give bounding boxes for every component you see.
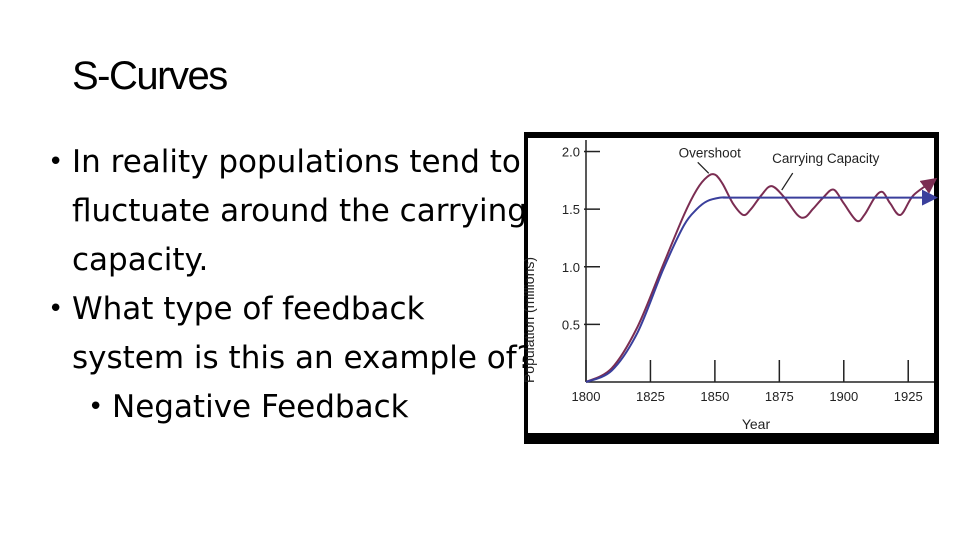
bullet-item: • What type of feedback system is this a… — [44, 285, 544, 383]
bullet-list: • In reality populations tend to fluctua… — [44, 138, 544, 432]
y-tick-label: 1.0 — [562, 260, 580, 275]
chart-background — [528, 138, 934, 433]
x-tick-label: 1825 — [636, 389, 665, 404]
bullet-dot-icon: • — [48, 294, 64, 324]
carrying-capacity-series-line — [585, 189, 938, 383]
bullet-dot-icon: • — [88, 392, 104, 422]
bullet-text: What type of feedback system is this an … — [72, 291, 534, 376]
bullet-item: • In reality populations tend to fluctua… — [44, 138, 544, 285]
annotation-leader-line — [781, 172, 794, 191]
annotation-label: Carrying Capacity — [772, 151, 880, 166]
x-tick-label: 1800 — [572, 389, 601, 404]
y-tick-label: 0.5 — [562, 317, 580, 332]
y-axis-label: Population (millions) — [524, 257, 537, 383]
y-tick-label: 2.0 — [562, 145, 580, 160]
x-tick-label: 1850 — [700, 389, 729, 404]
bullet-dot-icon: • — [48, 147, 64, 177]
population-chart: Population (millions) Year 0.51.01.52.0 … — [524, 138, 938, 433]
x-tick-label: 1925 — [894, 389, 923, 404]
x-tick-label: 1875 — [765, 389, 794, 404]
x-tick-label: 1900 — [829, 389, 858, 404]
bullet-text: Negative Feedback — [112, 389, 409, 425]
slide-title: S-Curves — [72, 54, 228, 98]
sub-bullet-item: • Negative Feedback — [84, 383, 544, 432]
annotation-label: Overshoot — [679, 145, 742, 160]
bullet-text: In reality populations tend to fluctuate… — [72, 144, 527, 278]
annotation-leader-line — [697, 161, 710, 174]
y-tick-label: 1.5 — [562, 202, 580, 217]
x-axis-label: Year — [742, 416, 771, 432]
